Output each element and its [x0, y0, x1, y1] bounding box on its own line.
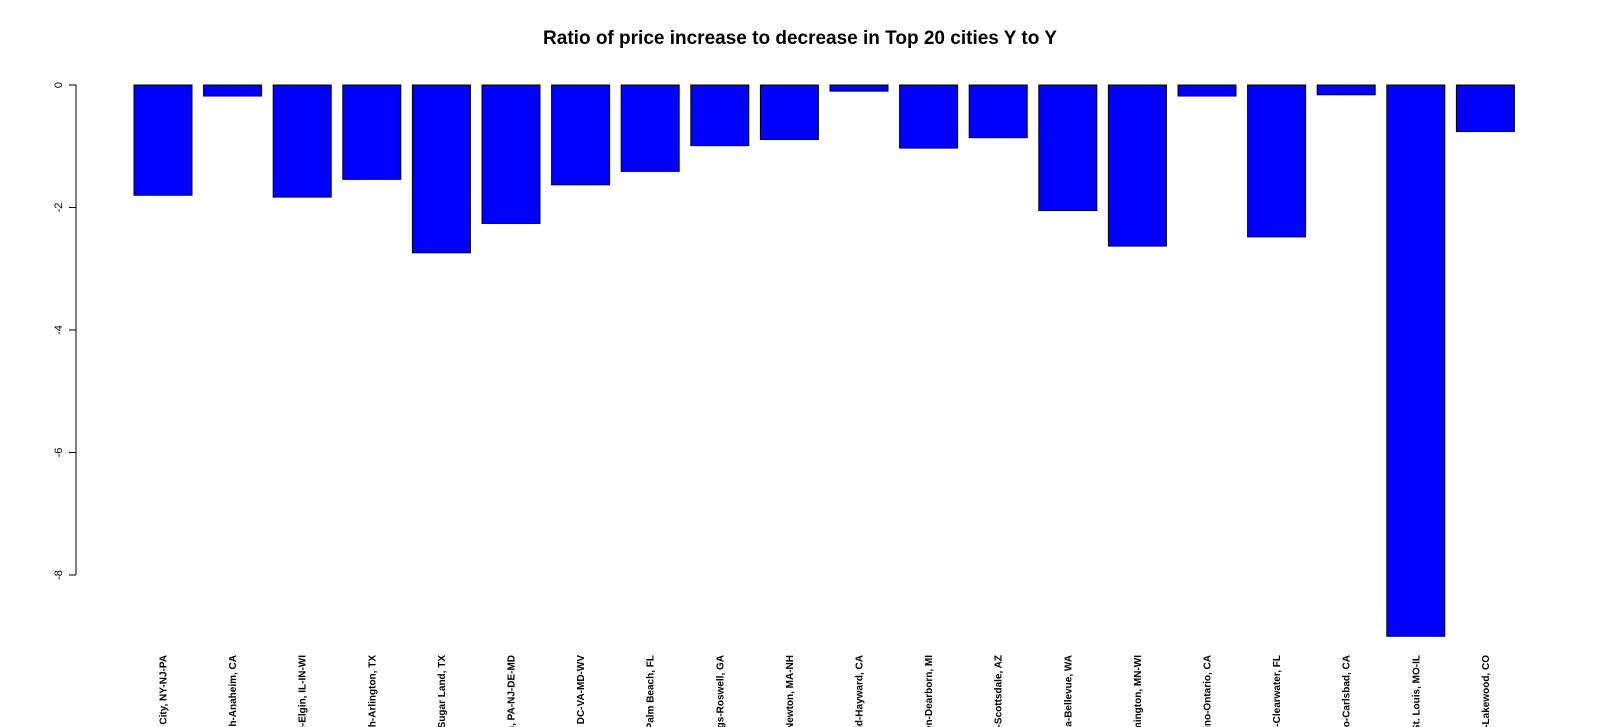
- bar: [968, 84, 1028, 139]
- x-category-label: on, PA-NJ-DE-MD: [507, 655, 518, 727]
- bar: [272, 84, 332, 198]
- y-tick-label: -2: [53, 203, 65, 213]
- bar: [133, 84, 193, 196]
- bar: [899, 84, 959, 149]
- x-axis-labels: y City, NY-NJ-PA ach-Anaheim, CA lle-Elgin…: [159, 655, 1492, 727]
- bar: [1247, 84, 1307, 238]
- x-category-label: orth-Arlington, TX: [367, 655, 378, 727]
- bar: [1455, 84, 1515, 133]
- x-category-label: and-Hayward, CA: [855, 655, 866, 727]
- bars-group: [133, 84, 1515, 637]
- bar: [759, 84, 819, 141]
- x-category-label: -Newton, MA-NH: [785, 655, 796, 727]
- x-category-label: rg-Clearwater, FL: [1272, 655, 1283, 727]
- x-category-label: omington, MN-WI: [1133, 655, 1144, 727]
- x-category-label: rings-Roswell, GA: [715, 655, 726, 727]
- x-category-label: St. Louis, MO-IL: [1411, 655, 1422, 727]
- y-tick-label: 0: [53, 82, 65, 88]
- x-category-label: ego-Carlsbad, CA: [1342, 655, 1353, 727]
- chart-title: Ratio of price increase to decrease in T…: [543, 28, 1057, 49]
- bar: [1316, 84, 1376, 96]
- y-tick-label: -8: [53, 570, 65, 580]
- bar: [1386, 84, 1446, 637]
- x-category-label: rren-Dearborn, MI: [924, 655, 935, 727]
- y-tick-label: -4: [53, 325, 65, 335]
- x-category-label: a, DC-VA-MD-WV: [576, 655, 587, 727]
- bar: [203, 84, 263, 97]
- bar: [411, 84, 471, 254]
- x-category-label: a-Scottsdale, AZ: [994, 655, 1005, 727]
- bar: [690, 84, 750, 147]
- bar: [1038, 84, 1098, 212]
- x-category-label: y City, NY-NJ-PA: [159, 655, 170, 727]
- bar: [342, 84, 402, 180]
- y-axis: 0 -2 -4 -6 -8: [53, 82, 77, 580]
- bar: [1107, 84, 1167, 247]
- bar: [551, 84, 611, 186]
- x-category-label: lle-Elgin, IL-IN-WI: [298, 655, 309, 727]
- x-category-label: -Sugar Land, TX: [437, 655, 448, 727]
- x-category-label: ach-Anaheim, CA: [228, 655, 239, 727]
- bar: [620, 84, 680, 172]
- bar: [829, 84, 889, 92]
- bar: [481, 84, 541, 224]
- x-category-label: ma-Bellevue, WA: [1063, 655, 1074, 727]
- bar: [1177, 84, 1237, 97]
- x-category-label: a-Lakewood, CO: [1481, 655, 1492, 727]
- x-category-label: t Palm Beach, FL: [646, 655, 657, 727]
- y-tick-label: -6: [53, 448, 65, 458]
- x-category-label: rdino-Ontario, CA: [1203, 655, 1214, 727]
